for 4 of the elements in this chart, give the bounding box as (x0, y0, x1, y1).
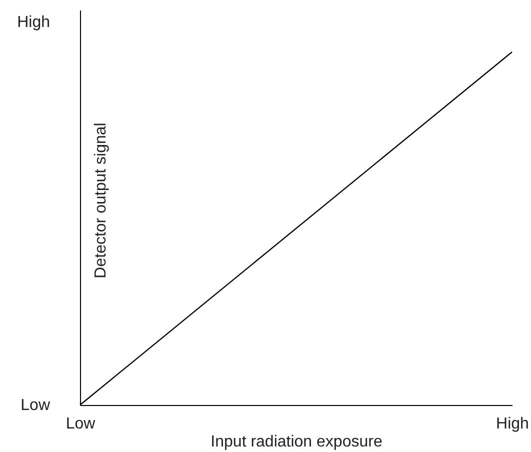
annotation: Low (20, 397, 50, 414)
y-axis-title: Detector output signal (92, 122, 110, 278)
x-axis-title: Input radiation exposure (210, 434, 382, 450)
text: High (17, 14, 50, 31)
